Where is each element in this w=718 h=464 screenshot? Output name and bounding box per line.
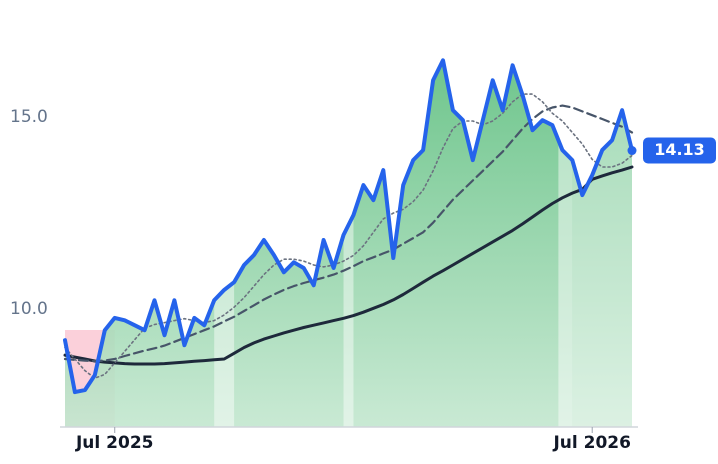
neutral-band <box>343 0 354 427</box>
last-price-dot <box>627 146 637 156</box>
moving-average-line <box>63 104 634 363</box>
neutral-band <box>214 0 235 427</box>
recent-band <box>572 0 632 427</box>
neutral-band <box>558 0 573 427</box>
last-price-badge <box>643 137 716 164</box>
y-tick-label: 10.0 <box>10 299 48 319</box>
y-tick-label: 15.0 <box>10 107 48 127</box>
plot <box>63 0 634 428</box>
last-price-label: 14.13 <box>654 140 705 159</box>
x-tick-label: Jul 2025 <box>75 433 154 453</box>
price-line <box>63 58 634 395</box>
price-area <box>65 60 632 428</box>
moving-average-line <box>63 165 634 366</box>
x-tick-label: Jul 2026 <box>552 433 631 453</box>
